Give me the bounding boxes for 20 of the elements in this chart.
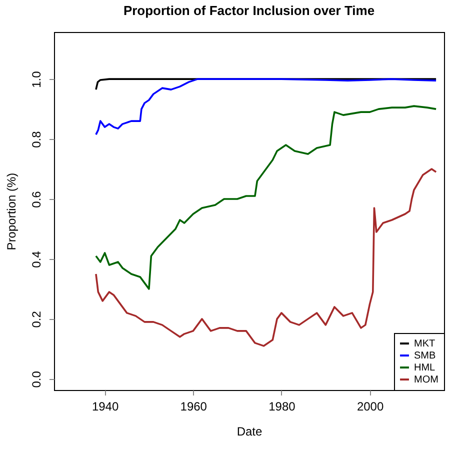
y-tick-label: 0.0 [30,370,44,388]
legend-label: MKT [414,338,436,350]
x-axis-title: Date [236,424,262,438]
y-tick-label: 1.0 [30,70,44,88]
x-tick-label: 1960 [180,400,208,414]
legend-label: SMB [414,350,436,362]
line-series [95,105,437,290]
line-series [95,168,437,347]
y-tick-label: 0.2 [30,310,44,328]
legend-label: MOM [414,374,438,386]
y-axis-title: Proportion (%) [4,172,18,250]
y-tick-label: 0.6 [30,190,44,208]
x-tick-label: 1940 [92,400,119,414]
y-tick-label: 0.4 [30,250,44,268]
chart-title: Proportion of Factor Inclusion over Time [123,3,375,18]
y-tick-label: 0.8 [30,130,44,148]
legend-label: HML [414,362,436,374]
x-tick-label: 2000 [356,400,384,414]
line-series [95,78,437,136]
x-tick-label: 1980 [268,400,296,414]
